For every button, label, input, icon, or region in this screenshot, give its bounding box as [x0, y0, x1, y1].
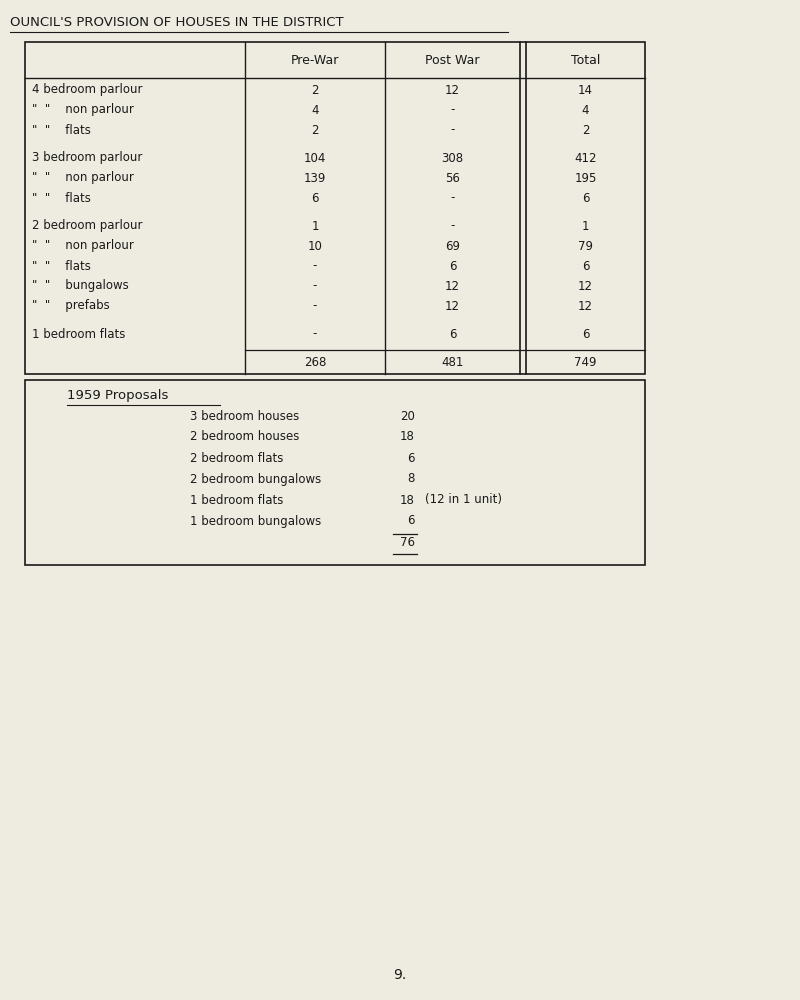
Text: 1959 Proposals: 1959 Proposals — [67, 389, 168, 402]
Text: 4 bedroom parlour: 4 bedroom parlour — [32, 84, 142, 97]
Text: 6: 6 — [449, 259, 456, 272]
Text: "  "    bungalows: " " bungalows — [32, 279, 129, 292]
Text: "  "    non parlour: " " non parlour — [32, 104, 134, 116]
Text: 14: 14 — [578, 84, 593, 97]
Text: -: - — [313, 279, 317, 292]
Text: "  "    non parlour: " " non parlour — [32, 239, 134, 252]
Text: -: - — [450, 220, 454, 232]
Text: 481: 481 — [442, 356, 464, 368]
Text: 1 bedroom flats: 1 bedroom flats — [190, 493, 283, 506]
Text: "  "    flats: " " flats — [32, 259, 91, 272]
Text: 18: 18 — [400, 430, 415, 444]
Text: 2: 2 — [311, 123, 318, 136]
Text: 76: 76 — [400, 536, 415, 548]
Bar — [25, 380, 645, 565]
Text: 6: 6 — [407, 452, 415, 464]
Text: 2 bedroom houses: 2 bedroom houses — [190, 430, 299, 444]
Text: Post War: Post War — [426, 53, 480, 66]
Text: 1 bedroom flats: 1 bedroom flats — [32, 328, 126, 340]
Bar — [25, 42, 645, 374]
Text: 6: 6 — [311, 192, 318, 205]
Text: 69: 69 — [445, 239, 460, 252]
Text: 18: 18 — [400, 493, 415, 506]
Text: "  "    flats: " " flats — [32, 192, 91, 205]
Text: 79: 79 — [578, 239, 593, 252]
Text: 6: 6 — [582, 328, 590, 340]
Text: OUNCIL'S PROVISION OF HOUSES IN THE DISTRICT: OUNCIL'S PROVISION OF HOUSES IN THE DIST… — [10, 15, 344, 28]
Text: 412: 412 — [574, 151, 597, 164]
Text: Total: Total — [571, 53, 600, 66]
Text: 195: 195 — [574, 172, 597, 184]
Text: -: - — [450, 104, 454, 116]
Text: 12: 12 — [578, 279, 593, 292]
Text: 1: 1 — [582, 220, 590, 232]
Text: 4: 4 — [311, 104, 318, 116]
Text: -: - — [450, 192, 454, 205]
Text: -: - — [313, 259, 317, 272]
Text: "  "    prefabs: " " prefabs — [32, 300, 110, 312]
Text: 139: 139 — [304, 172, 326, 184]
Text: 2: 2 — [582, 123, 590, 136]
Text: 10: 10 — [307, 239, 322, 252]
Text: Pre-War: Pre-War — [291, 53, 339, 66]
Text: 1: 1 — [311, 220, 318, 232]
Text: 308: 308 — [442, 151, 463, 164]
Text: 749: 749 — [574, 356, 597, 368]
Text: -: - — [313, 300, 317, 312]
Text: 2 bedroom parlour: 2 bedroom parlour — [32, 220, 142, 232]
Text: (12 in 1 unit): (12 in 1 unit) — [425, 493, 502, 506]
Text: 56: 56 — [445, 172, 460, 184]
Text: 2: 2 — [311, 84, 318, 97]
Text: 6: 6 — [407, 514, 415, 528]
Text: -: - — [313, 328, 317, 340]
Text: 6: 6 — [582, 192, 590, 205]
Text: 104: 104 — [304, 151, 326, 164]
Text: 12: 12 — [445, 300, 460, 312]
Text: 2 bedroom flats: 2 bedroom flats — [190, 452, 283, 464]
Text: 268: 268 — [304, 356, 326, 368]
Text: 3 bedroom houses: 3 bedroom houses — [190, 410, 299, 422]
Text: "  "    non parlour: " " non parlour — [32, 172, 134, 184]
Text: 1 bedroom bungalows: 1 bedroom bungalows — [190, 514, 322, 528]
Text: 6: 6 — [582, 259, 590, 272]
Text: 2 bedroom bungalows: 2 bedroom bungalows — [190, 473, 322, 486]
Text: 4: 4 — [582, 104, 590, 116]
Text: "  "    flats: " " flats — [32, 123, 91, 136]
Text: -: - — [450, 123, 454, 136]
Text: 12: 12 — [445, 84, 460, 97]
Text: 12: 12 — [578, 300, 593, 312]
Text: 20: 20 — [400, 410, 415, 422]
Text: 9.: 9. — [394, 968, 406, 982]
Text: 3 bedroom parlour: 3 bedroom parlour — [32, 151, 142, 164]
Text: 8: 8 — [408, 473, 415, 486]
Text: 6: 6 — [449, 328, 456, 340]
Text: 12: 12 — [445, 279, 460, 292]
